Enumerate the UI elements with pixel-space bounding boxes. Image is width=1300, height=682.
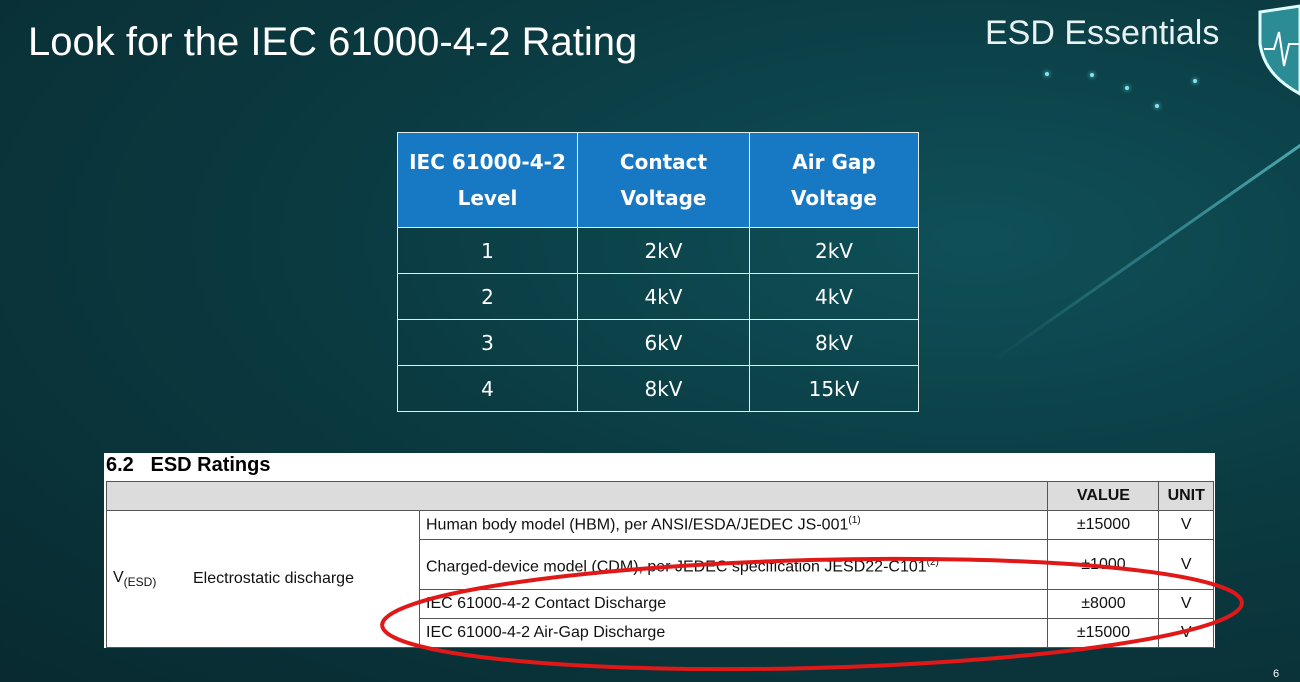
table-row: 3 6kV 8kV [397, 319, 919, 366]
cell: 15kV [749, 365, 919, 412]
cell: 4kV [577, 273, 750, 320]
sparkle [1193, 79, 1197, 83]
header-value: VALUE [1047, 481, 1160, 511]
header-text: Contact [619, 150, 708, 174]
value-cell: ±8000 [1047, 589, 1160, 619]
cell: 1 [397, 227, 578, 274]
cell: 4kV [749, 273, 919, 320]
footnote: (2) [926, 556, 939, 568]
table-header-row: IEC 61000-4-2 Level Contact Voltage Air Ga… [397, 132, 919, 228]
table-row: V(ESD) Electrostatic discharge Human bod… [106, 510, 1214, 648]
blank-header [105, 481, 1049, 511]
desc-cell: Human body model (HBM), per ANSI/ESDA/JE… [418, 510, 1049, 540]
section-title: 6.2 ESD Ratings [106, 454, 271, 476]
cell: 8kV [577, 365, 750, 412]
datasheet-excerpt: 6.2 ESD Ratings VALUE UNIT V(ESD) Electr… [104, 453, 1215, 648]
sparkle [1125, 86, 1129, 90]
sparkle [1090, 73, 1094, 77]
value-cell: ±15000 [1047, 618, 1160, 648]
unit-cell: V [1158, 539, 1214, 590]
cell: 2kV [749, 227, 919, 274]
header-text: Air Gap [792, 150, 876, 174]
table-header-row: VALUE UNIT [105, 481, 1214, 511]
header-text: Level [457, 186, 518, 210]
desc: Charged-device model (CDM), per JEDEC sp… [426, 558, 927, 576]
header-text: Voltage [791, 186, 877, 210]
table-row: 2 4kV 4kV [397, 273, 919, 320]
symbol-subscript: (ESD) [123, 575, 157, 590]
footnote: (1) [848, 515, 861, 527]
unit-cell: V [1158, 589, 1214, 619]
cell: 2 [397, 273, 578, 320]
value-cell: ±1000 [1047, 539, 1160, 590]
cell: 4 [397, 365, 578, 412]
parameter-cell: Electrostatic discharge [187, 510, 420, 648]
esd-ratings-table: VALUE UNIT V(ESD) Electrostatic discharg… [105, 481, 1214, 648]
brand-name: ESD Essentials [985, 14, 1220, 52]
desc-cell: IEC 61000-4-2 Air-Gap Discharge [418, 618, 1049, 648]
slide-title: Look for the IEC 61000-4-2 Rating [28, 20, 638, 64]
desc-cell: Charged-device model (CDM), per JEDEC sp… [418, 539, 1049, 590]
table-row: 4 8kV 15kV [397, 365, 919, 412]
header-level: IEC 61000-4-2 Level [397, 132, 578, 228]
header-air-gap: Air Gap Voltage [749, 132, 919, 228]
sparkle [1045, 72, 1049, 76]
cell: 3 [397, 319, 578, 366]
cell: 8kV [749, 319, 919, 366]
cell: 6kV [577, 319, 750, 366]
symbol: V [113, 568, 124, 586]
cell: 2kV [577, 227, 750, 274]
desc: Human body model (HBM), per ANSI/ESDA/JE… [426, 516, 849, 534]
value-cell: ±15000 [1047, 510, 1160, 540]
page-number: 6 [1273, 668, 1280, 680]
sparkle [1155, 104, 1159, 108]
iec-levels-table: IEC 61000-4-2 Level Contact Voltage Air Ga… [397, 132, 919, 412]
header-text: Voltage [620, 186, 707, 210]
header-contact: Contact Voltage [577, 132, 750, 228]
unit-cell: V [1158, 618, 1214, 648]
header-unit: UNIT [1158, 481, 1214, 511]
desc-cell: IEC 61000-4-2 Contact Discharge [418, 589, 1049, 619]
symbol-cell: V(ESD) [106, 510, 187, 648]
header-text: IEC 61000-4-2 [409, 150, 566, 174]
table-row: 1 2kV 2kV [397, 227, 919, 274]
shield-heartbeat-icon [1258, 4, 1300, 96]
light-streak [993, 60, 1300, 361]
unit-cell: V [1158, 510, 1214, 540]
